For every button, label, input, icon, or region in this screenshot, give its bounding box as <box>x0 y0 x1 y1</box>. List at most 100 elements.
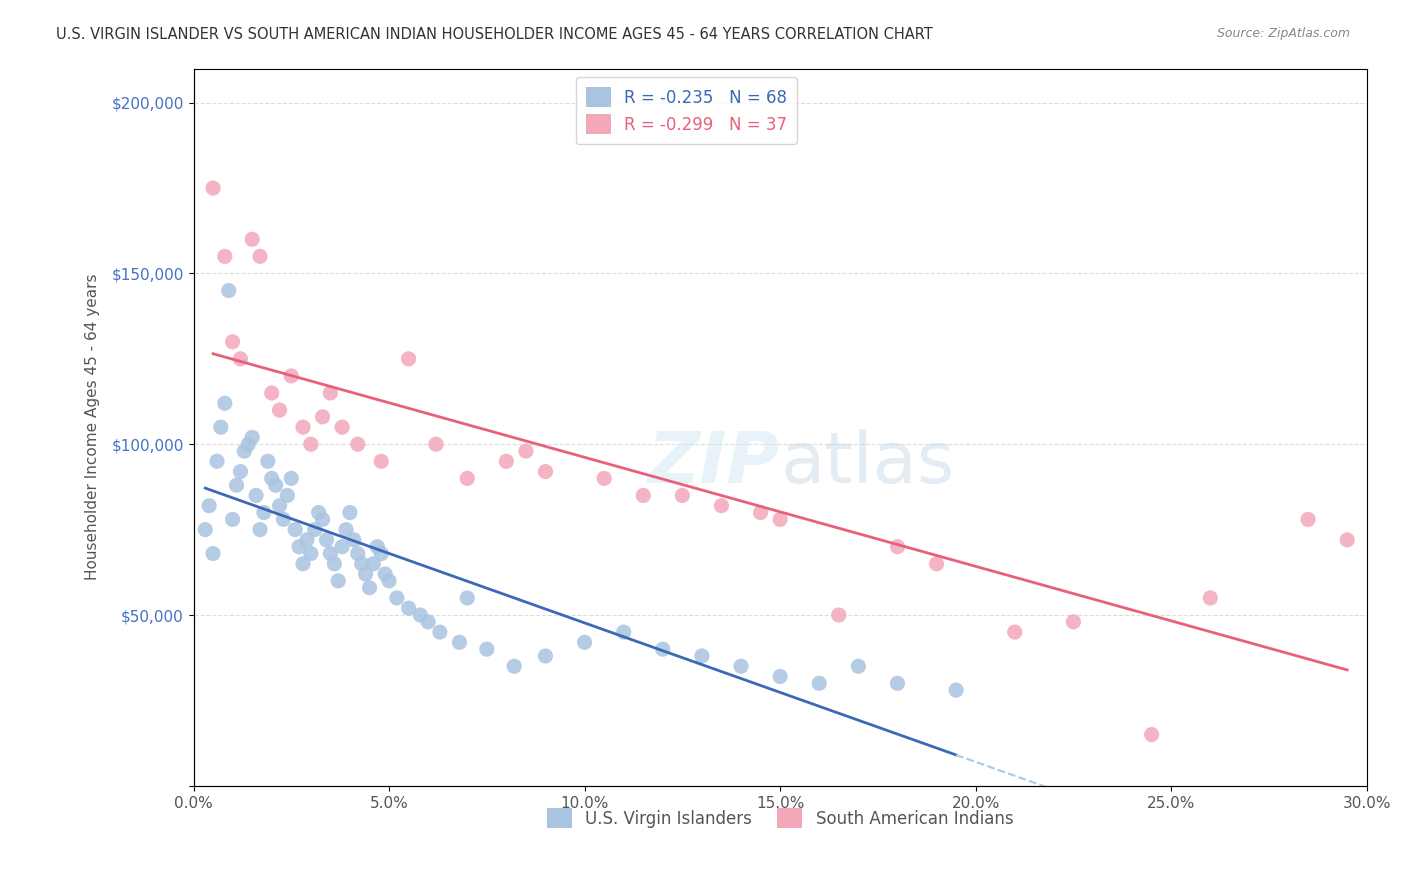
Point <box>503 659 526 673</box>
Point <box>593 471 616 485</box>
Point <box>238 437 260 451</box>
Point <box>1199 591 1222 605</box>
Point <box>214 396 236 410</box>
Point <box>315 533 337 547</box>
Point <box>328 574 350 588</box>
Point <box>409 607 432 622</box>
Point <box>475 642 498 657</box>
Point <box>225 478 247 492</box>
Point <box>330 540 353 554</box>
Point <box>366 540 388 554</box>
Point <box>308 506 330 520</box>
Point <box>304 523 326 537</box>
Point <box>299 547 322 561</box>
Point <box>264 478 287 492</box>
Point <box>245 488 267 502</box>
Point <box>534 465 557 479</box>
Point <box>330 420 353 434</box>
Point <box>273 512 295 526</box>
Point <box>354 567 377 582</box>
Point <box>319 386 342 401</box>
Point <box>218 284 240 298</box>
Point <box>233 444 256 458</box>
Point <box>846 659 869 673</box>
Point <box>205 454 228 468</box>
Text: atlas: atlas <box>780 428 955 498</box>
Point <box>292 420 315 434</box>
Point <box>534 648 557 663</box>
Point <box>269 403 291 417</box>
Point <box>886 540 908 554</box>
Point <box>256 454 278 468</box>
Point <box>730 659 752 673</box>
Point <box>671 488 693 502</box>
Point <box>269 499 291 513</box>
Point <box>260 386 283 401</box>
Point <box>295 533 318 547</box>
Point <box>945 683 967 698</box>
Point <box>808 676 831 690</box>
Point <box>1296 512 1319 526</box>
Point <box>221 512 243 526</box>
Point <box>828 607 851 622</box>
Point <box>1004 625 1026 640</box>
Point <box>710 499 733 513</box>
Point <box>1336 533 1358 547</box>
Point <box>276 488 298 502</box>
Text: Source: ZipAtlas.com: Source: ZipAtlas.com <box>1216 27 1350 40</box>
Point <box>319 547 342 561</box>
Text: U.S. VIRGIN ISLANDER VS SOUTH AMERICAN INDIAN HOUSEHOLDER INCOME AGES 45 - 64 YE: U.S. VIRGIN ISLANDER VS SOUTH AMERICAN I… <box>56 27 934 42</box>
Point <box>398 351 420 366</box>
Point <box>249 249 271 263</box>
Point <box>418 615 440 629</box>
Point <box>690 648 713 663</box>
Point <box>359 581 381 595</box>
Point <box>456 471 478 485</box>
Point <box>456 591 478 605</box>
Point <box>311 512 333 526</box>
Point <box>925 557 948 571</box>
Point <box>299 437 322 451</box>
Point <box>429 625 451 640</box>
Point <box>253 506 276 520</box>
Point <box>221 334 243 349</box>
Point <box>323 557 346 571</box>
Legend: U.S. Virgin Islanders, South American Indians: U.S. Virgin Islanders, South American In… <box>540 801 1019 835</box>
Point <box>240 232 263 246</box>
Point <box>202 181 225 195</box>
Point <box>385 591 408 605</box>
Point <box>378 574 401 588</box>
Point <box>346 547 368 561</box>
Point <box>363 557 385 571</box>
Point <box>1062 615 1084 629</box>
Point <box>346 437 368 451</box>
Point <box>769 512 792 526</box>
Point <box>292 557 315 571</box>
Point <box>214 249 236 263</box>
Point <box>343 533 366 547</box>
Text: ZIP: ZIP <box>648 428 780 498</box>
Point <box>335 523 357 537</box>
Point <box>370 547 392 561</box>
Point <box>633 488 655 502</box>
Point <box>194 523 217 537</box>
Point <box>651 642 673 657</box>
Point <box>260 471 283 485</box>
Point <box>202 547 225 561</box>
Point <box>288 540 311 554</box>
Point <box>769 669 792 683</box>
Point <box>249 523 271 537</box>
Point <box>495 454 517 468</box>
Point <box>339 506 361 520</box>
Point <box>284 523 307 537</box>
Point <box>229 465 252 479</box>
Point <box>229 351 252 366</box>
Y-axis label: Householder Income Ages 45 - 64 years: Householder Income Ages 45 - 64 years <box>86 274 100 581</box>
Point <box>886 676 908 690</box>
Point <box>280 471 302 485</box>
Point <box>240 430 263 444</box>
Point <box>449 635 471 649</box>
Point <box>398 601 420 615</box>
Point <box>613 625 636 640</box>
Point <box>1140 727 1163 741</box>
